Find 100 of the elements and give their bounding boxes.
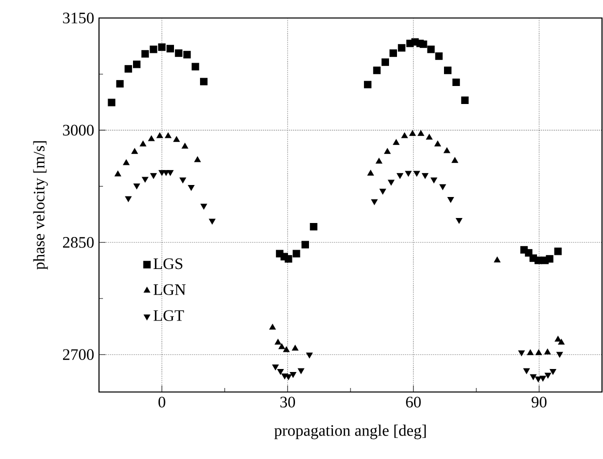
- point: [158, 43, 166, 51]
- point: [447, 197, 454, 203]
- point: [164, 132, 172, 138]
- point: [427, 46, 435, 54]
- point: [439, 184, 446, 190]
- point: [426, 134, 433, 140]
- point: [166, 44, 174, 52]
- point: [435, 52, 443, 60]
- point: [558, 338, 565, 345]
- point: [283, 346, 290, 352]
- point: [200, 204, 208, 210]
- point: [290, 372, 296, 378]
- x-tick-label: 30: [280, 396, 296, 408]
- point: [546, 255, 554, 263]
- y-axis-title: phase velocity [m/s]: [33, 141, 48, 270]
- point: [284, 255, 292, 263]
- point: [422, 173, 428, 179]
- point: [200, 78, 208, 86]
- point: [188, 185, 194, 191]
- point: [556, 352, 563, 358]
- point: [306, 352, 313, 358]
- point: [540, 376, 546, 382]
- point: [364, 80, 372, 88]
- point: [527, 349, 534, 356]
- point: [132, 60, 140, 68]
- point: [382, 58, 390, 66]
- point: [430, 178, 438, 184]
- y-tick-label: 3000: [63, 124, 94, 136]
- point: [182, 142, 188, 149]
- x-axis-title: propagation angle [deg]: [274, 424, 426, 440]
- point: [108, 98, 116, 106]
- x-tick-label: 0: [158, 396, 166, 408]
- point: [272, 364, 279, 370]
- point: [156, 132, 164, 138]
- point: [150, 46, 158, 54]
- point: [388, 180, 394, 186]
- point: [452, 78, 460, 86]
- point: [376, 158, 382, 164]
- point: [392, 139, 400, 145]
- point: [544, 348, 551, 354]
- y-tick-label: 3150: [63, 12, 94, 24]
- point: [444, 147, 450, 154]
- point: [444, 66, 452, 74]
- point: [150, 173, 157, 179]
- point: [535, 376, 542, 382]
- point: [208, 218, 216, 224]
- point: [298, 368, 304, 374]
- point: [148, 135, 155, 142]
- point: [434, 140, 441, 146]
- point: [141, 50, 149, 58]
- point: [269, 324, 276, 330]
- point: [456, 218, 462, 224]
- point: [173, 136, 180, 142]
- y-tick-label: 2700: [63, 349, 94, 360]
- legend-label: LGN: [154, 284, 186, 296]
- point: [122, 159, 130, 166]
- point: [554, 336, 562, 342]
- y-tick-label: 2850: [63, 236, 94, 248]
- point: [535, 349, 542, 356]
- point: [544, 372, 552, 379]
- x-tick-label: 90: [532, 396, 547, 408]
- point: [192, 62, 200, 70]
- point: [401, 132, 408, 138]
- point: [180, 178, 186, 184]
- point: [277, 369, 284, 375]
- point: [380, 188, 386, 195]
- point: [523, 368, 530, 374]
- point: [310, 222, 318, 230]
- point: [518, 350, 525, 356]
- point: [274, 338, 282, 345]
- point: [292, 250, 300, 258]
- point: [371, 199, 378, 205]
- point: [125, 196, 132, 202]
- point: [554, 248, 562, 256]
- point: [494, 256, 500, 262]
- point: [390, 49, 397, 57]
- point: [409, 130, 416, 136]
- point: [114, 170, 122, 176]
- point: [278, 343, 286, 350]
- point: [166, 170, 174, 176]
- point: [183, 50, 191, 58]
- point: [140, 140, 146, 146]
- point: [116, 80, 124, 88]
- point: [420, 40, 428, 48]
- point: [413, 170, 420, 177]
- legend-label: LGT: [154, 310, 184, 321]
- point: [418, 130, 424, 136]
- point: [396, 173, 404, 179]
- point: [530, 374, 537, 380]
- x-tick-label: 60: [406, 396, 421, 408]
- point: [405, 170, 412, 177]
- point: [302, 240, 309, 248]
- point: [131, 148, 138, 154]
- point: [373, 66, 381, 74]
- point: [367, 170, 374, 176]
- point: [292, 344, 298, 351]
- point: [461, 96, 469, 104]
- point: [124, 65, 132, 73]
- point: [550, 369, 556, 375]
- point: [174, 49, 182, 57]
